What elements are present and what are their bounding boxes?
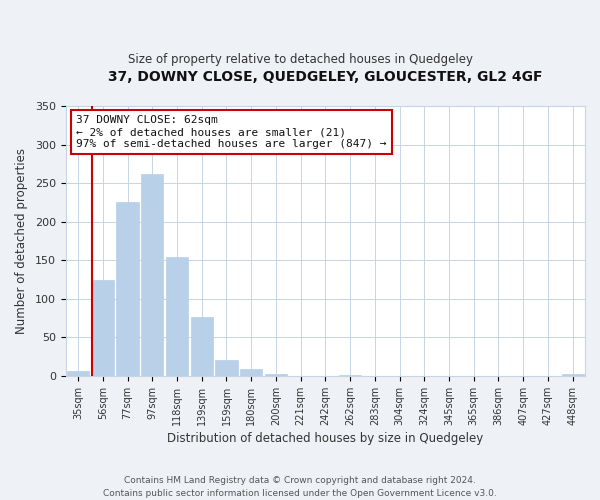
Text: 37 DOWNY CLOSE: 62sqm
← 2% of detached houses are smaller (21)
97% of semi-detac: 37 DOWNY CLOSE: 62sqm ← 2% of detached h… <box>76 116 386 148</box>
Bar <box>166 257 188 376</box>
X-axis label: Distribution of detached houses by size in Quedgeley: Distribution of detached houses by size … <box>167 432 484 445</box>
Y-axis label: Number of detached properties: Number of detached properties <box>15 148 28 334</box>
Text: Size of property relative to detached houses in Quedgeley: Size of property relative to detached ho… <box>128 52 473 66</box>
Bar <box>339 375 361 376</box>
Bar <box>265 374 287 376</box>
Bar <box>215 360 238 376</box>
Bar <box>116 202 139 376</box>
Bar <box>67 372 89 376</box>
Bar <box>141 174 163 376</box>
Bar <box>92 280 114 376</box>
Title: 37, DOWNY CLOSE, QUEDGELEY, GLOUCESTER, GL2 4GF: 37, DOWNY CLOSE, QUEDGELEY, GLOUCESTER, … <box>108 70 542 84</box>
Bar <box>240 369 262 376</box>
Bar <box>191 318 213 376</box>
Bar <box>562 374 584 376</box>
Text: Contains HM Land Registry data © Crown copyright and database right 2024.
Contai: Contains HM Land Registry data © Crown c… <box>103 476 497 498</box>
